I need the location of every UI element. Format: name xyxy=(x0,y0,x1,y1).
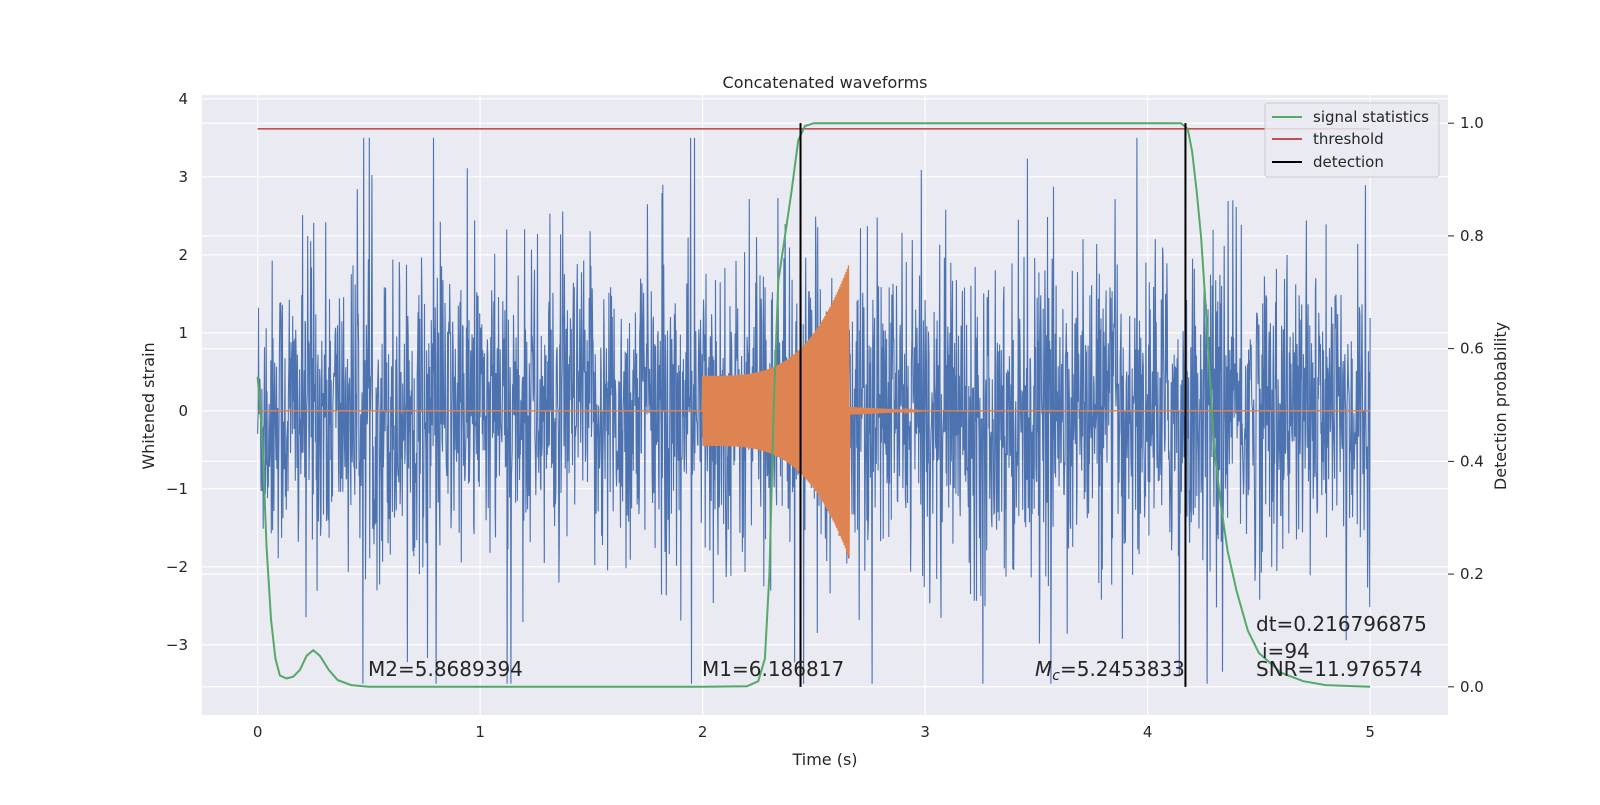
annotation-snr: SNR=11.976574 xyxy=(1256,657,1422,681)
x-tick-label: 0 xyxy=(253,723,263,741)
legend: signal statistics threshold detection xyxy=(1264,102,1440,178)
y-tick-label-right: 0.4 xyxy=(1460,452,1484,470)
legend-label-signal-statistics: signal statistics xyxy=(1313,108,1429,126)
y-tick-label-left: −2 xyxy=(166,558,188,576)
annotation-mc: Mc=5.2453833 xyxy=(1035,657,1185,684)
x-tick-label: 4 xyxy=(1143,723,1153,741)
x-tick-label: 5 xyxy=(1365,723,1375,741)
y-tick-label-left: 1 xyxy=(178,324,188,342)
y-axis-title-left: Whitened strain xyxy=(139,342,158,469)
plot-layer xyxy=(256,122,1371,688)
annotation-mc-value: =5.2453833 xyxy=(1060,657,1185,681)
y-tick-label-left: 2 xyxy=(178,246,188,264)
y-tick-label-right: 0.6 xyxy=(1460,340,1484,358)
signal-statistics-line xyxy=(256,122,1371,688)
x-tick-label: 3 xyxy=(920,723,930,741)
annotation-dt: dt=0.216796875 xyxy=(1256,612,1427,636)
legend-box xyxy=(1264,102,1440,178)
y-tick-label-left: 4 xyxy=(178,90,188,108)
y-tick-label-left: −3 xyxy=(166,636,188,654)
legend-label-threshold: threshold xyxy=(1313,130,1384,148)
legend-label-detection: detection xyxy=(1313,153,1384,171)
x-tick-label: 1 xyxy=(475,723,485,741)
annotation-mc-subscript: c xyxy=(1052,668,1060,684)
y-tick-label-left: −1 xyxy=(166,480,188,498)
annotation-mc-symbol: M xyxy=(1035,657,1052,681)
y-tick-label-right: 0.8 xyxy=(1460,227,1484,245)
annotation-m2: M2=5.8689394 xyxy=(368,657,523,681)
annotation-m1: M1=6.186817 xyxy=(702,657,844,681)
annotations: M2=5.8689394 M1=6.186817 Mc=5.2453833 dt… xyxy=(368,612,1427,684)
y-tick-label-left: 0 xyxy=(178,402,188,420)
ticks-layer: 0 1 2 3 4 5 4 3 2 1 0 −1 −2 −3 1.0 0.8 0.6 0.4 0.2 0.0 xyxy=(166,90,1484,741)
y-axis-title-right: Detection probability xyxy=(1491,322,1510,490)
x-axis-title: Time (s) xyxy=(791,750,857,769)
annotation-i: i=94 xyxy=(1262,639,1310,663)
chart-title: Concatenated waveforms xyxy=(723,73,928,92)
y-tick-label-right: 0.2 xyxy=(1460,565,1484,583)
y-tick-label-left: 3 xyxy=(178,168,188,186)
y-tick-label-right: 0.0 xyxy=(1460,678,1484,696)
x-tick-label: 2 xyxy=(698,723,708,741)
y-tick-label-right: 1.0 xyxy=(1460,114,1484,132)
